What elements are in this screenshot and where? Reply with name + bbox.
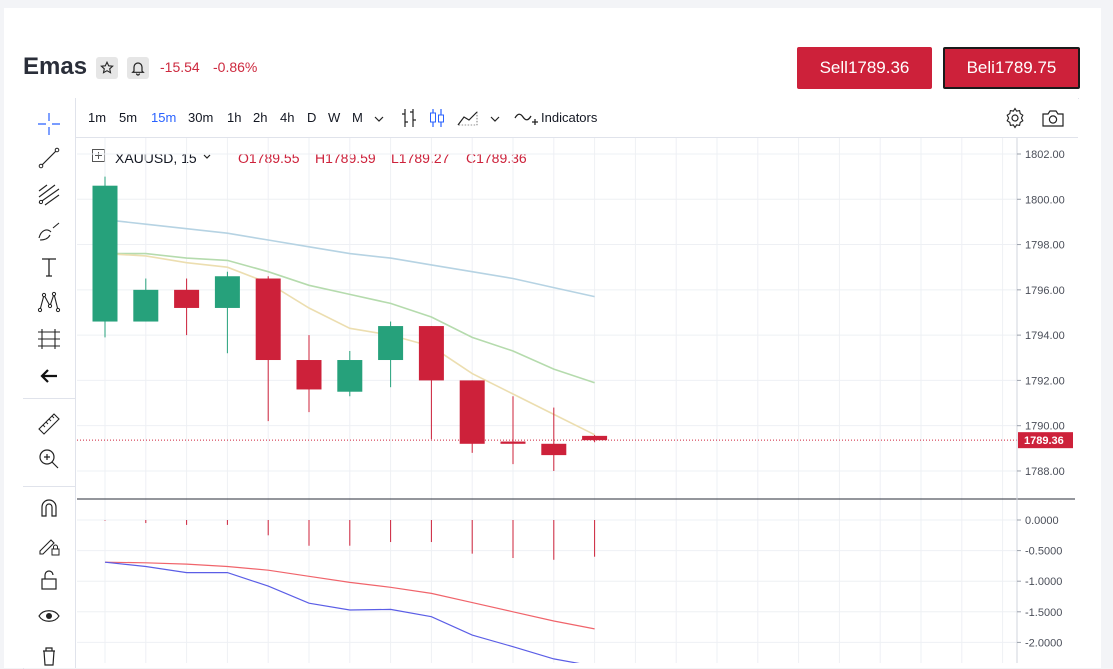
macd-axis-label: 0.0000 bbox=[1025, 515, 1059, 527]
candle-body bbox=[418, 326, 444, 381]
timeframe-15m[interactable]: 15m bbox=[151, 110, 177, 125]
ema-line bbox=[104, 218, 595, 298]
price-axis-label: 1800.00 bbox=[1025, 194, 1065, 206]
timeframe-w[interactable]: W bbox=[328, 110, 341, 125]
ruler-tool-icon[interactable] bbox=[37, 412, 61, 436]
prediction-tool-icon[interactable] bbox=[37, 327, 61, 351]
toolbar-divider bbox=[23, 486, 75, 487]
candle[interactable] bbox=[337, 350, 363, 397]
chevron-down-icon[interactable] bbox=[489, 113, 501, 125]
gear-icon[interactable] bbox=[1004, 107, 1026, 129]
star-icon bbox=[100, 61, 114, 74]
candle-body bbox=[92, 185, 118, 322]
timeframe-m[interactable]: M bbox=[352, 110, 363, 125]
candle-body bbox=[174, 289, 200, 308]
candle-body bbox=[500, 441, 526, 444]
sell-button[interactable]: Sell1789.36 bbox=[797, 47, 932, 89]
price-axis-label: 1802.00 bbox=[1025, 149, 1065, 161]
ema-line bbox=[104, 252, 595, 436]
candles-style-icon[interactable] bbox=[428, 107, 446, 129]
candle-body bbox=[214, 276, 240, 308]
zoom-in-icon[interactable] bbox=[37, 447, 61, 471]
timeframe-2h[interactable]: 2h bbox=[253, 110, 268, 125]
chart-toolbar: 1m 5m 15m 30m 1h 2h 4h D W M Indicators bbox=[76, 98, 1078, 138]
macd-axis-label: -2.0000 bbox=[1025, 637, 1062, 649]
candle[interactable] bbox=[378, 321, 404, 388]
timeframe-4h[interactable]: 4h bbox=[280, 110, 295, 125]
crosshair-tool-icon[interactable] bbox=[37, 112, 61, 136]
candle-body bbox=[255, 278, 281, 361]
bars-style-icon[interactable] bbox=[399, 107, 419, 129]
price-axis-label: 1794.00 bbox=[1025, 330, 1065, 342]
candle[interactable] bbox=[500, 396, 526, 465]
price-axis-label: 1790.00 bbox=[1025, 421, 1065, 433]
price-axis-label: 1796.00 bbox=[1025, 285, 1065, 297]
candle[interactable] bbox=[133, 278, 159, 322]
macd-axis-label: -1.0000 bbox=[1025, 576, 1062, 588]
drawing-toolbar bbox=[23, 98, 76, 668]
trend-line-tool-icon[interactable] bbox=[37, 146, 61, 170]
candle[interactable] bbox=[582, 434, 608, 443]
timeframe-1h[interactable]: 1h bbox=[227, 110, 242, 125]
candle[interactable] bbox=[459, 380, 485, 453]
timeframe-5m[interactable]: 5m bbox=[119, 110, 138, 125]
last-price-badge bbox=[1018, 432, 1073, 449]
text-tool-icon[interactable] bbox=[37, 255, 61, 279]
area-style-icon[interactable] bbox=[457, 109, 479, 127]
unlock-icon[interactable] bbox=[37, 568, 61, 592]
bell-icon bbox=[131, 62, 145, 76]
candle[interactable] bbox=[296, 335, 322, 413]
timeframe-1m[interactable]: 1m bbox=[88, 110, 107, 125]
macd-signal-line bbox=[104, 561, 595, 630]
price-alert-button[interactable] bbox=[127, 57, 149, 79]
timeframe-30m[interactable]: 30m bbox=[188, 110, 214, 125]
price-change-absolute: -15.54 bbox=[160, 59, 200, 75]
candle-body bbox=[541, 443, 567, 456]
candle-body bbox=[378, 326, 404, 361]
candle[interactable] bbox=[541, 407, 567, 471]
buy-button[interactable]: Beli1789.75 bbox=[943, 47, 1080, 89]
pattern-tool-icon[interactable] bbox=[37, 290, 61, 314]
price-axis-label: 1792.00 bbox=[1025, 375, 1065, 387]
candle-body bbox=[133, 289, 159, 322]
price-axis-label: 1788.00 bbox=[1025, 466, 1065, 478]
camera-icon[interactable] bbox=[1041, 108, 1065, 128]
indicators-button[interactable]: Indicators bbox=[541, 110, 598, 125]
ema-line bbox=[105, 252, 595, 384]
chevron-down-icon[interactable] bbox=[202, 152, 212, 162]
timeframe-d[interactable]: D bbox=[307, 110, 317, 125]
macd-axis-label: -1.5000 bbox=[1025, 607, 1062, 619]
last-price-label: 1789.36 bbox=[1024, 435, 1064, 447]
magnet-icon[interactable] bbox=[37, 496, 61, 520]
back-arrow-icon[interactable] bbox=[37, 364, 61, 388]
chevron-down-icon[interactable] bbox=[373, 113, 385, 125]
candle[interactable] bbox=[174, 278, 200, 336]
candle[interactable] bbox=[214, 271, 240, 354]
fib-tool-icon[interactable] bbox=[37, 183, 61, 207]
macd-line bbox=[104, 561, 580, 663]
candle-body bbox=[459, 380, 485, 444]
eye-icon[interactable] bbox=[37, 604, 61, 628]
toolbar-divider bbox=[23, 398, 75, 399]
candle[interactable] bbox=[418, 326, 444, 440]
price-change-percent: -0.86% bbox=[213, 59, 258, 75]
candle[interactable] bbox=[92, 176, 118, 338]
brush-tool-icon[interactable] bbox=[37, 220, 61, 244]
macd-axis-label: -0.5000 bbox=[1025, 546, 1062, 558]
lock-drawing-icon[interactable] bbox=[37, 533, 61, 557]
symbol-title: Emas bbox=[23, 53, 88, 80]
indicators-icon[interactable] bbox=[514, 108, 538, 128]
candle-body bbox=[337, 360, 363, 392]
candle-body bbox=[296, 360, 322, 390]
price-axis-label: 1798.00 bbox=[1025, 240, 1065, 252]
candle[interactable] bbox=[255, 276, 281, 422]
candle-body bbox=[582, 435, 608, 441]
favorite-star-button[interactable] bbox=[96, 57, 118, 79]
